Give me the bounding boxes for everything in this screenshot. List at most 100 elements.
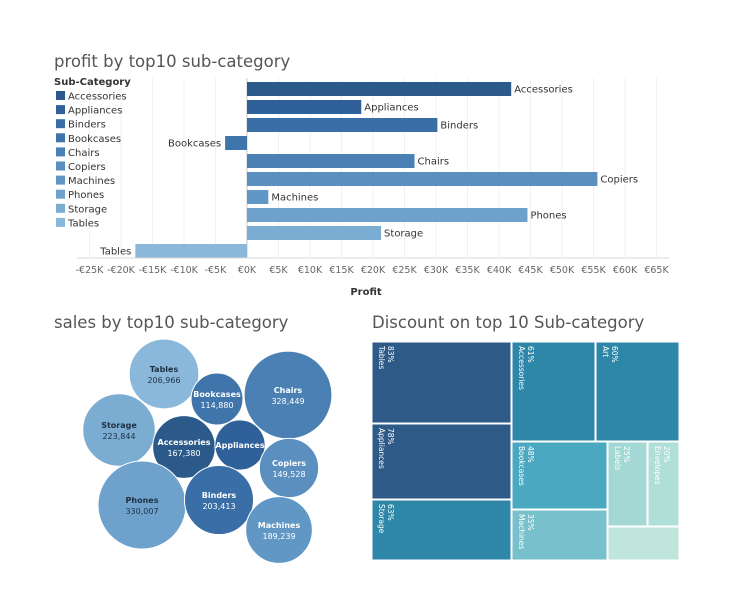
bubble-bookcases[interactable] bbox=[190, 372, 244, 426]
discount-chart-title: Discount on top 10 Sub-category bbox=[372, 313, 645, 332]
bubble-name-machines: Machines bbox=[258, 521, 301, 530]
treemap-label-bookcases: Bookcases48% bbox=[517, 446, 535, 486]
x-tick-label: €5K bbox=[269, 265, 288, 276]
treemap-cell-unlabeled[interactable] bbox=[607, 526, 680, 561]
legend-label-tables: Tables bbox=[67, 218, 99, 229]
treemap-cell-labels[interactable] bbox=[607, 441, 648, 527]
x-tick-label: €65K bbox=[644, 265, 669, 276]
x-tick-label: -€25K bbox=[76, 265, 105, 276]
treemap-cell-storage[interactable] bbox=[371, 499, 512, 561]
x-tick-label: -€20K bbox=[107, 265, 136, 276]
bar-label-bookcases: Bookcases bbox=[168, 139, 221, 150]
treemap-label-art: Art60% bbox=[601, 346, 619, 363]
bubble-appliances[interactable] bbox=[214, 419, 266, 471]
legend-swatch-appliances bbox=[56, 105, 65, 115]
bubble-value-chairs: 328,449 bbox=[271, 397, 304, 406]
legend-label-machines: Machines bbox=[68, 176, 115, 187]
bubble-chairs[interactable] bbox=[243, 350, 333, 440]
treemap-label-tables: Tables83% bbox=[377, 345, 395, 369]
bubble-machines[interactable] bbox=[245, 496, 313, 564]
bar-label-copiers: Copiers bbox=[600, 175, 638, 186]
treemap-cell-bookcases[interactable] bbox=[511, 441, 608, 510]
treemap-label-appliances: Appliances78% bbox=[377, 428, 395, 469]
bubble-name-appliances: Appliances bbox=[215, 441, 264, 450]
profit-chart-title: profit by top10 sub-category bbox=[54, 52, 290, 71]
bar-phones[interactable] bbox=[247, 208, 528, 222]
legend-swatch-copiers bbox=[56, 161, 65, 171]
bar-label-chairs: Chairs bbox=[418, 157, 450, 168]
x-tick-label: -€5K bbox=[205, 265, 228, 276]
treemap-cell-accessories[interactable] bbox=[511, 341, 596, 442]
bar-tables[interactable] bbox=[135, 244, 247, 258]
legend-label-chairs: Chairs bbox=[68, 148, 100, 159]
treemap-label-labels: Labels25% bbox=[613, 446, 631, 470]
x-tick-label: €55K bbox=[581, 265, 606, 276]
bar-label-storage: Storage bbox=[384, 229, 423, 240]
x-tick-label: -€15K bbox=[139, 265, 168, 276]
treemap-label-accessories: Accessories61% bbox=[517, 346, 535, 390]
bar-storage[interactable] bbox=[247, 226, 382, 240]
bar-copiers[interactable] bbox=[247, 172, 598, 186]
legend-swatch-binders bbox=[56, 119, 65, 129]
treemap-cell-appliances[interactable] bbox=[371, 423, 512, 500]
bubble-name-accessories: Accessories bbox=[158, 438, 211, 447]
bubble-name-tables: Tables bbox=[150, 365, 179, 374]
x-tick-label: €20K bbox=[361, 265, 386, 276]
bubble-name-copiers: Copiers bbox=[272, 459, 306, 468]
legend-label-bookcases: Bookcases bbox=[68, 134, 121, 145]
bubble-value-tables: 206,966 bbox=[147, 376, 180, 385]
bar-binders[interactable] bbox=[247, 118, 438, 132]
bar-accessories[interactable] bbox=[247, 82, 512, 96]
treemap-cell-tables[interactable] bbox=[371, 341, 512, 424]
bubble-phones[interactable] bbox=[97, 460, 187, 550]
bubble-name-phones: Phones bbox=[126, 496, 159, 505]
bubble-value-machines: 189,239 bbox=[262, 532, 295, 541]
bubble-value-accessories: 167,380 bbox=[167, 449, 200, 458]
treemap-label-envelopes: Envelopes20% bbox=[653, 446, 671, 485]
bar-bookcases[interactable] bbox=[225, 136, 247, 150]
bubble-name-storage: Storage bbox=[101, 421, 137, 430]
bubble-storage[interactable] bbox=[82, 393, 156, 467]
legend-swatch-storage bbox=[56, 203, 65, 213]
x-tick-label: €30K bbox=[424, 265, 449, 276]
bubble-name-binders: Binders bbox=[202, 491, 237, 500]
bar-appliances[interactable] bbox=[247, 100, 362, 114]
discount-treemap: Tables83% Appliances78% Storage63% Accessor… bbox=[371, 341, 680, 561]
legend-label-accessories: Accessories bbox=[68, 92, 127, 103]
bubble-value-copiers: 149,528 bbox=[272, 470, 305, 479]
bubble-name-chairs: Chairs bbox=[274, 386, 303, 395]
x-tick-label: €0K bbox=[238, 265, 257, 276]
bar-label-phones: Phones bbox=[530, 211, 566, 222]
profit-bars: Accessories Appliances Binders Bookcases Cha… bbox=[99, 82, 638, 258]
bar-label-binders: Binders bbox=[440, 121, 478, 132]
treemap-cell-envelopes[interactable] bbox=[647, 441, 680, 527]
legend-swatch-phones bbox=[56, 189, 65, 199]
treemap-label-machines: Machines35% bbox=[517, 514, 535, 549]
sales-bubble-chart: Tables 206,966 Bookcases 114,880 Chairs 328,4… bbox=[82, 338, 333, 564]
bubble-binders[interactable] bbox=[183, 464, 255, 536]
x-tick-label: €50K bbox=[550, 265, 575, 276]
legend-label-appliances: Appliances bbox=[68, 106, 122, 117]
bar-label-appliances: Appliances bbox=[364, 103, 418, 114]
legend-swatch-accessories bbox=[56, 91, 65, 100]
bar-chairs[interactable] bbox=[247, 154, 415, 168]
bar-label-accessories: Accessories bbox=[514, 85, 573, 96]
bubble-value-bookcases: 114,880 bbox=[200, 401, 233, 410]
x-tick-label: €10K bbox=[298, 265, 323, 276]
treemap-label-storage: Storage63% bbox=[377, 504, 395, 534]
treemap-cell-machines[interactable] bbox=[511, 509, 608, 561]
profit-legend: Sub-Category Accessories Appliances Binder… bbox=[54, 77, 131, 229]
treemap-cell-art[interactable] bbox=[595, 341, 680, 442]
legend-title: Sub-Category bbox=[54, 77, 131, 88]
legend-label-copiers: Copiers bbox=[68, 162, 106, 173]
bar-label-machines: Machines bbox=[271, 193, 318, 204]
x-tick-label: €35K bbox=[455, 265, 480, 276]
legend-label-binders: Binders bbox=[68, 120, 106, 131]
bubble-copiers[interactable] bbox=[258, 437, 320, 499]
bar-machines[interactable] bbox=[247, 190, 269, 204]
bubble-value-storage: 223,844 bbox=[102, 432, 135, 441]
bubble-tables[interactable] bbox=[128, 338, 200, 410]
legend-label-phones: Phones bbox=[68, 190, 104, 201]
bar-label-tables: Tables bbox=[99, 247, 131, 258]
profit-x-axis-title: Profit bbox=[350, 287, 382, 298]
